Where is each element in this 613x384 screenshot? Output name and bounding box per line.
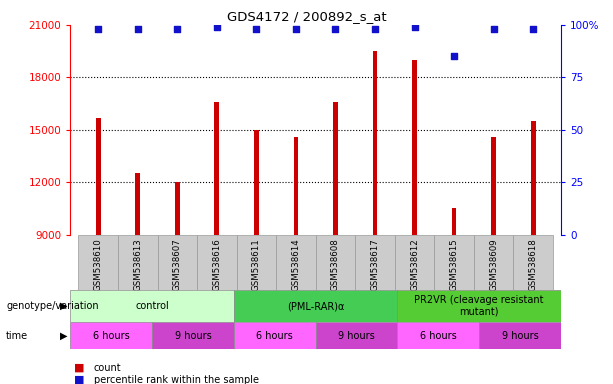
Text: GSM538607: GSM538607 bbox=[173, 238, 182, 291]
Text: GSM538616: GSM538616 bbox=[212, 238, 221, 291]
Point bbox=[489, 26, 498, 32]
Bar bbox=[96, 118, 101, 235]
Text: 9 hours: 9 hours bbox=[501, 331, 538, 341]
Bar bbox=[395, 235, 435, 290]
Text: 6 hours: 6 hours bbox=[420, 331, 457, 341]
Text: GSM538618: GSM538618 bbox=[528, 238, 538, 291]
Bar bbox=[234, 322, 316, 349]
Point bbox=[133, 26, 143, 32]
Text: ■: ■ bbox=[74, 363, 84, 373]
Bar bbox=[397, 322, 479, 349]
Text: GSM538614: GSM538614 bbox=[291, 238, 300, 291]
Text: GSM538611: GSM538611 bbox=[252, 238, 261, 291]
Bar bbox=[152, 322, 234, 349]
Text: genotype/variation: genotype/variation bbox=[6, 301, 99, 311]
Bar bbox=[479, 322, 561, 349]
Point bbox=[449, 53, 459, 60]
Bar bbox=[333, 102, 338, 235]
Bar bbox=[175, 182, 180, 235]
Point bbox=[251, 26, 261, 32]
Bar bbox=[491, 137, 496, 235]
Bar bbox=[531, 121, 536, 235]
Text: percentile rank within the sample: percentile rank within the sample bbox=[94, 375, 259, 384]
Bar bbox=[254, 130, 259, 235]
Bar bbox=[215, 102, 219, 235]
Bar bbox=[514, 235, 553, 290]
Text: GSM538610: GSM538610 bbox=[94, 238, 103, 291]
Bar bbox=[435, 235, 474, 290]
Text: (PML-RAR)α: (PML-RAR)α bbox=[287, 301, 345, 311]
Bar bbox=[135, 174, 140, 235]
Bar bbox=[158, 235, 197, 290]
Text: PR2VR (cleavage resistant
mutant): PR2VR (cleavage resistant mutant) bbox=[414, 295, 544, 317]
Bar bbox=[397, 290, 561, 322]
Text: ■: ■ bbox=[74, 375, 84, 384]
Text: GDS4172 / 200892_s_at: GDS4172 / 200892_s_at bbox=[227, 10, 386, 23]
Bar bbox=[70, 322, 152, 349]
Text: count: count bbox=[94, 363, 121, 373]
Bar bbox=[197, 235, 237, 290]
Point bbox=[291, 26, 301, 32]
Point bbox=[370, 26, 380, 32]
Text: 6 hours: 6 hours bbox=[93, 331, 130, 341]
Bar bbox=[316, 322, 397, 349]
Bar bbox=[452, 209, 457, 235]
Bar bbox=[70, 290, 234, 322]
Bar bbox=[276, 235, 316, 290]
Bar bbox=[474, 235, 514, 290]
Point bbox=[528, 26, 538, 32]
Text: time: time bbox=[6, 331, 28, 341]
Text: GSM538613: GSM538613 bbox=[133, 238, 142, 291]
Bar bbox=[234, 290, 397, 322]
Bar bbox=[373, 51, 378, 235]
Bar bbox=[118, 235, 158, 290]
Text: GSM538612: GSM538612 bbox=[410, 238, 419, 291]
Bar bbox=[237, 235, 276, 290]
Point bbox=[93, 26, 103, 32]
Text: GSM538617: GSM538617 bbox=[370, 238, 379, 291]
Bar bbox=[78, 235, 118, 290]
Text: 9 hours: 9 hours bbox=[338, 331, 375, 341]
Point bbox=[409, 24, 419, 30]
Text: ▶: ▶ bbox=[60, 331, 67, 341]
Text: control: control bbox=[135, 301, 169, 311]
Text: GSM538615: GSM538615 bbox=[449, 238, 459, 291]
Bar bbox=[316, 235, 356, 290]
Text: ▶: ▶ bbox=[60, 301, 67, 311]
Point bbox=[212, 24, 222, 30]
Text: 6 hours: 6 hours bbox=[256, 331, 293, 341]
Text: GSM538608: GSM538608 bbox=[331, 238, 340, 291]
Text: 9 hours: 9 hours bbox=[175, 331, 211, 341]
Bar bbox=[294, 137, 299, 235]
Text: GSM538609: GSM538609 bbox=[489, 238, 498, 291]
Bar bbox=[412, 60, 417, 235]
Bar bbox=[356, 235, 395, 290]
Point bbox=[330, 26, 340, 32]
Point bbox=[172, 26, 182, 32]
